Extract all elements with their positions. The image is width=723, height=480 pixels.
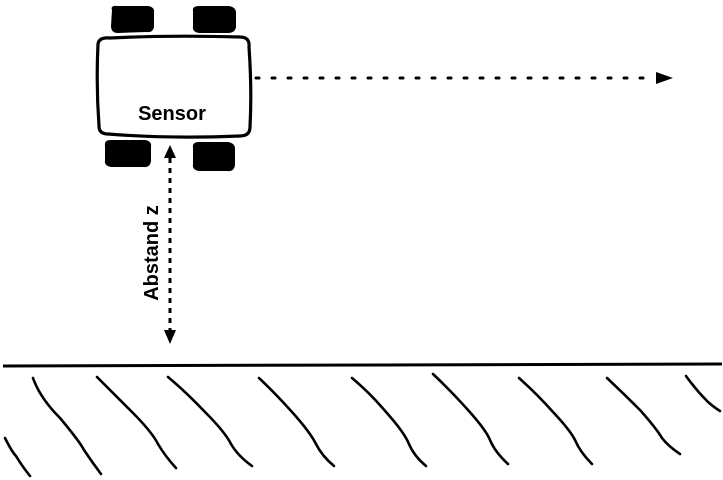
distance-arrow-head-top [164,145,176,158]
hatch-stroke [31,376,103,476]
hatch-stroke [684,374,722,413]
hatch-stroke [95,375,178,470]
distance-arrow-head-bottom [164,330,176,344]
distance-label: Abstand z [141,205,163,301]
wheel-bottom-left [104,140,152,168]
hatch-stroke [431,372,510,466]
wheel-bottom-right [192,142,235,172]
ground-line [2,362,723,368]
hatch-stroke [257,376,336,468]
wheel-top-left [111,5,155,33]
motion-arrow-head [656,72,673,84]
hatch-stroke [350,376,428,468]
ground-hatching [3,372,722,478]
hatch-stroke [605,376,682,456]
sensor-label: Sensor [138,103,206,125]
hatch-stroke [517,376,594,466]
hatch-stroke [3,436,32,478]
sensor-body [95,34,253,139]
wheel-top-right [192,6,236,33]
hatch-stroke [166,375,254,468]
